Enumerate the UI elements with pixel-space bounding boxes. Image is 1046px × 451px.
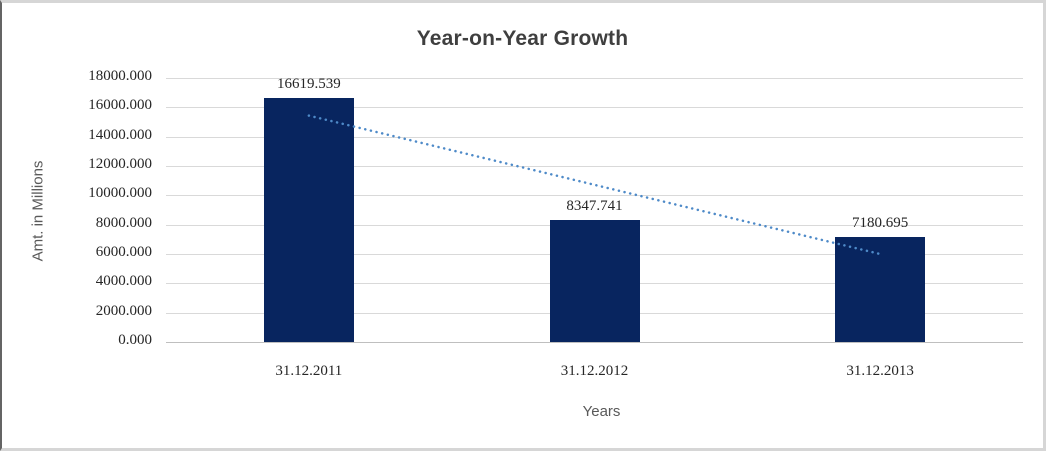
y-tick-label: 0.000 (118, 332, 152, 348)
y-tick-label: 12000.000 (88, 156, 152, 172)
category-label: 31.12.2011 (275, 363, 343, 379)
category-label: 31.12.2013 (846, 363, 914, 379)
gridline (166, 107, 1023, 109)
y-tick-label: 10000.000 (88, 185, 152, 202)
bar (549, 219, 640, 342)
y-tick-label: 14000.000 (88, 126, 152, 143)
category-label: 31.12.2012 (560, 363, 629, 379)
y-tick-label: 2000.000 (95, 302, 152, 319)
y-tick-label: 18000.000 (88, 68, 152, 84)
chart-title: Year-on-Year Growth (416, 27, 629, 50)
bar (263, 98, 354, 342)
bar-data-label: 7180.695 (852, 214, 909, 231)
y-tick-label: 4000.000 (95, 273, 152, 290)
bar (835, 236, 926, 342)
bar-data-label: 8347.741 (566, 197, 623, 214)
y-tick-label: 6000.000 (95, 244, 152, 260)
y-tick-label: 8000.000 (95, 214, 152, 231)
x-axis-line (166, 342, 1023, 343)
gridline (166, 78, 1023, 79)
x-axis-title: Years (582, 403, 621, 420)
bar-data-label: 16619.539 (276, 76, 341, 93)
y-tick-label: 16000.000 (88, 97, 152, 114)
